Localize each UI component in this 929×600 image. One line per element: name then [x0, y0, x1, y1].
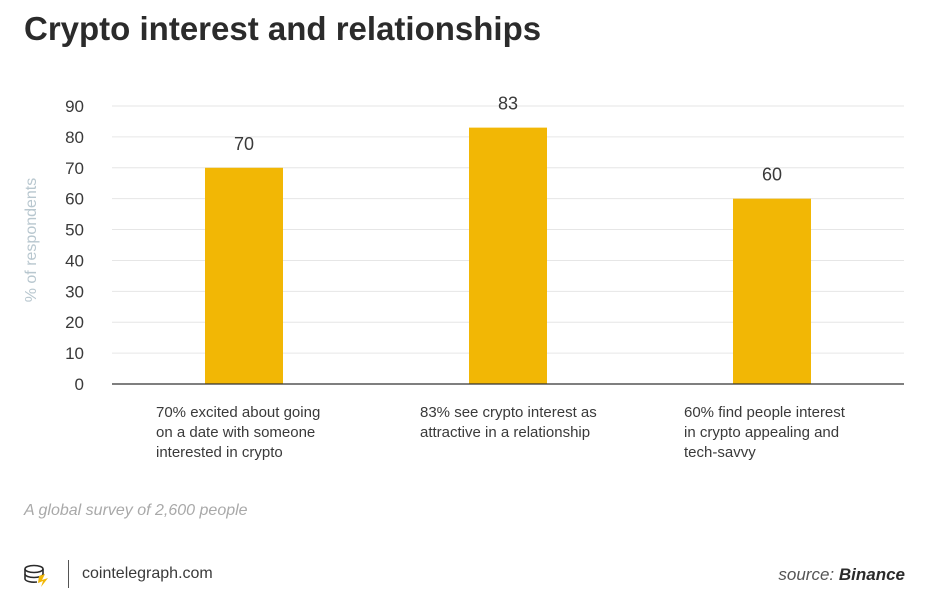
category-label: 70% excited about going on a date with so… [156, 403, 356, 463]
data-label: 83 [498, 94, 518, 114]
data-label: 60 [762, 165, 782, 185]
bar [469, 127, 547, 384]
y-tick-label: 70 [65, 159, 84, 178]
bar [205, 167, 283, 384]
y-tick-label: 80 [65, 128, 84, 147]
category-label-line: tech-savvy [684, 444, 756, 461]
source-name: Binance [838, 565, 905, 584]
data-labels: 70 83 60 [234, 94, 782, 185]
y-tick-label: 10 [65, 344, 84, 363]
y-tick-label: 90 [65, 97, 84, 116]
y-tick-label: 50 [65, 221, 84, 240]
logo-divider [68, 560, 69, 588]
category-label-line: in crypto appealing and [684, 424, 840, 441]
y-tick-label: 30 [65, 282, 84, 301]
y-tick-label: 0 [75, 375, 84, 394]
source-prefix: source: [778, 565, 835, 584]
category-label-line: 83% see crypto interest as [420, 404, 597, 421]
brand-name: cointelegraph.com [82, 565, 213, 582]
bar [733, 198, 811, 384]
chart-title: Crypto interest and relationships [24, 10, 542, 47]
y-tick-label: 20 [65, 313, 84, 332]
y-axis-label: % of respondents [23, 177, 40, 303]
category-label-line: interested in crypto [156, 444, 283, 461]
source-credit: source: Binance [778, 565, 905, 585]
category-label: 60% find people interest in crypto appeal… [684, 403, 884, 463]
data-label: 70 [234, 134, 254, 154]
y-tick-labels: 0 10 20 30 40 50 60 70 80 90 [65, 97, 84, 394]
category-label-line: 60% find people interest [684, 404, 845, 421]
y-tick-label: 60 [65, 190, 84, 209]
category-label-line: attractive in a relationship [420, 424, 591, 441]
category-label-line: 70% excited about going [156, 404, 321, 421]
cointelegraph-logo-icon [24, 564, 48, 587]
category-label: 83% see crypto interest as attractive in … [420, 403, 620, 443]
bars [205, 127, 811, 384]
y-tick-label: 40 [65, 251, 84, 270]
category-label-line: on a date with someone [156, 424, 316, 441]
survey-note: A global survey of 2,600 people [24, 502, 248, 519]
